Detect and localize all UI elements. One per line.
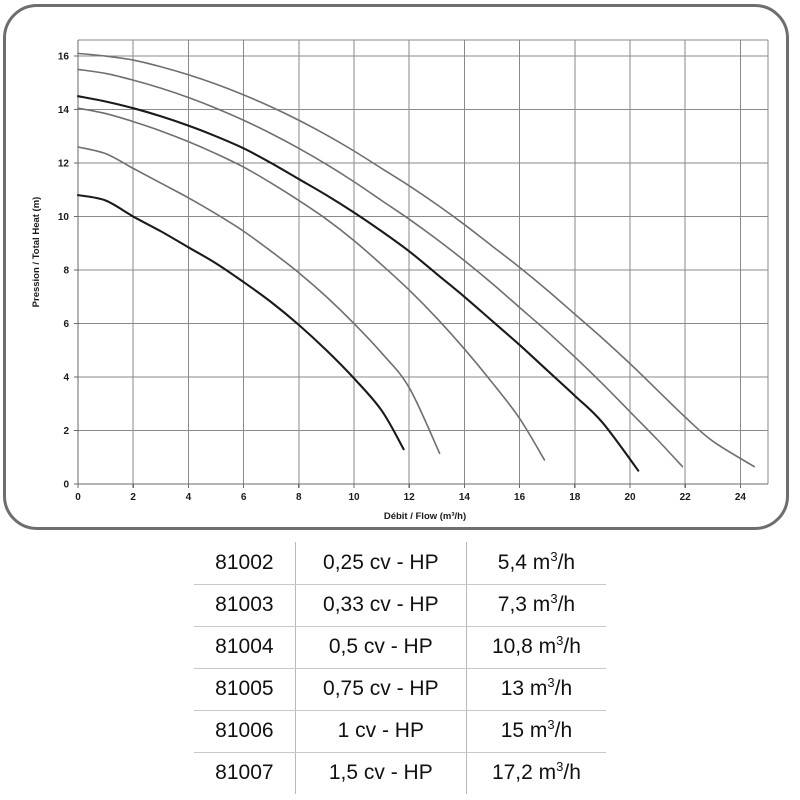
curve-81002 <box>76 194 405 451</box>
flow-value: 15 m <box>500 719 548 742</box>
y-tick-label: 12 <box>58 159 70 170</box>
table-row: 81004 0,5 cv - HP 10,8 m3/h <box>194 626 606 669</box>
x-tick-label: 18 <box>569 492 581 503</box>
flow-value: 10,8 m <box>491 635 557 658</box>
cell-reference: 81005 <box>194 668 296 711</box>
x-tick-label: 4 <box>186 492 192 503</box>
cell-reference: 81007 <box>194 752 296 794</box>
flow-unit-exponent: 3 <box>550 548 558 564</box>
curve-81005 <box>76 95 640 472</box>
flow-unit-suffix: /h <box>554 677 573 700</box>
flow-unit-exponent: 3 <box>550 591 558 606</box>
y-tick-label: 14 <box>58 105 70 116</box>
cell-power: 0,33 cv - HP <box>295 584 467 627</box>
flow-unit-suffix: /h <box>563 761 581 785</box>
chart-axes <box>74 40 768 488</box>
x-tick-label: 0 <box>75 492 81 503</box>
x-tick-label: 12 <box>404 492 416 503</box>
cell-power: 1,5 cv - HP <box>295 752 467 794</box>
cell-power: 1 cv - HP <box>295 710 467 753</box>
x-tick-label: 24 <box>735 492 747 503</box>
x-tick-label: 6 <box>241 492 247 503</box>
flow-unit-exponent: 3 <box>556 633 564 648</box>
y-tick-label: 8 <box>63 266 69 277</box>
flow-unit-suffix: /h <box>557 550 576 574</box>
y-tick-label: 0 <box>63 480 69 491</box>
x-tick-label: 16 <box>514 492 526 503</box>
y-tick-label: 6 <box>63 319 69 330</box>
table-row: 81003 0,33 cv - HP 7,3 m3/h <box>194 584 606 627</box>
cell-flow-rate: 10,8 m3/h <box>466 626 606 669</box>
x-axis-title: Débit / Flow (m³/h) <box>384 511 466 522</box>
x-tick-label: 14 <box>459 492 471 503</box>
flow-unit-suffix: /h <box>563 635 581 658</box>
y-tick-label: 2 <box>63 426 69 437</box>
flow-value: 13 m <box>500 677 548 700</box>
curve-81004 <box>77 107 546 461</box>
cell-flow-rate: 5,4 m3/h <box>466 542 606 585</box>
cell-reference: 81006 <box>194 710 296 753</box>
flow-value: 7,3 m <box>497 593 551 616</box>
cell-reference: 81002 <box>194 542 296 585</box>
flow-unit-exponent: 3 <box>556 759 564 775</box>
y-tick-label: 10 <box>58 212 70 223</box>
curve-81003 <box>77 146 441 455</box>
y-tick-label: 4 <box>63 373 69 384</box>
cell-flow-rate: 17,2 m3/h <box>466 752 606 794</box>
x-tick-label: 2 <box>130 492 136 503</box>
x-tick-label: 20 <box>624 492 636 503</box>
flow-unit-suffix: /h <box>557 593 576 616</box>
cell-power: 0,25 cv - HP <box>295 542 467 585</box>
chart-gridlines <box>77 39 769 485</box>
cell-reference: 81004 <box>194 626 296 669</box>
table-row: 81007 1,5 cv - HP 17,2 m3/h <box>194 752 606 794</box>
table-row: 81002 0,25 cv - HP 5,4 m3/h <box>194 542 606 585</box>
table-row: 81006 1 cv - HP 15 m3/h <box>194 710 606 753</box>
cell-flow-rate: 7,3 m3/h <box>466 584 606 627</box>
pump-curve-panel: 0 2 4 6 8 10 12 14 16 18 20 22 24 0 2 4 6 8 10 12 14 16 Débit… <box>3 4 789 530</box>
x-tick-label: 8 <box>296 492 302 503</box>
cell-flow-rate: 15 m3/h <box>466 710 606 753</box>
flow-unit-exponent: 3 <box>547 717 555 732</box>
table-row: 81005 0,75 cv - HP 13 m3/h <box>194 668 606 711</box>
specification-table: 81002 0,25 cv - HP 5,4 m3/h 81003 0,33 cv - … <box>194 542 606 794</box>
cell-reference: 81003 <box>194 584 296 627</box>
flow-unit-exponent: 3 <box>547 675 555 690</box>
y-axis-title: Pression / Total Heat (m) <box>31 197 42 308</box>
cell-power: 0,5 cv - HP <box>295 626 467 669</box>
flow-unit-suffix: /h <box>554 719 573 742</box>
cell-power: 0,75 cv - HP <box>295 668 467 711</box>
y-tick-label: 16 <box>58 52 70 63</box>
x-tick-label: 22 <box>680 492 692 503</box>
curve-81006 <box>77 68 684 468</box>
flow-value: 5,4 m <box>497 550 551 574</box>
curve-81007 <box>77 52 755 468</box>
x-tick-label: 10 <box>348 492 360 503</box>
chart-curves <box>76 52 755 472</box>
flow-value: 17,2 m <box>491 761 557 785</box>
cell-flow-rate: 13 m3/h <box>466 668 606 711</box>
